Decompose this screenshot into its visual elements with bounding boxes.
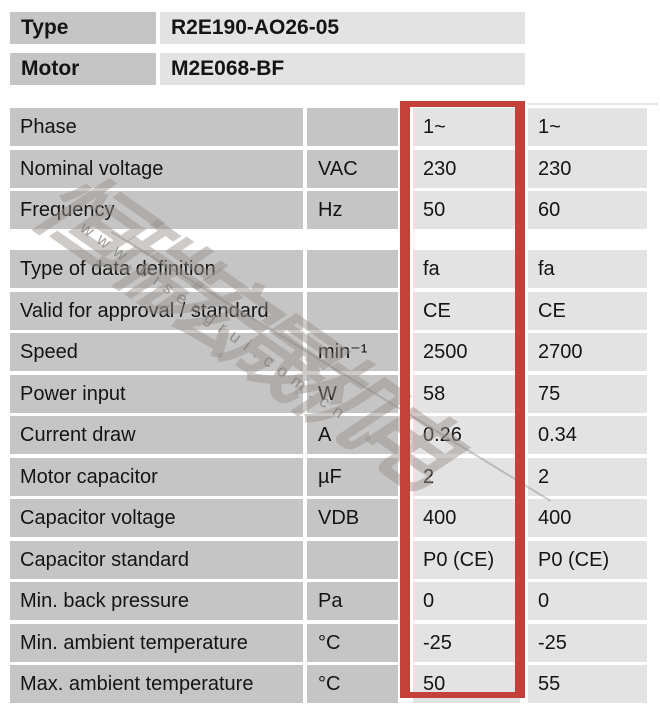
spec-table: Phase 1~ 1~ Nominal voltage VAC 230 230 … [10, 108, 647, 707]
spec-unit-cell: W [307, 374, 398, 413]
spec-label-cell: Capacitor standard [10, 540, 303, 579]
spec-label-cell: Capacitor voltage [10, 499, 303, 537]
spec-row-min-ambient-temp: Min. ambient temperature °C -25 -25 [10, 623, 647, 662]
spec-value-cell-50hz: 0 [413, 582, 520, 620]
spec-value-cell-50hz: 50 [413, 665, 520, 703]
spec-label-cell: Max. ambient temperature [10, 665, 303, 703]
spec-row-motor-capacitor: Motor capacitor µF 2 2 [10, 457, 647, 496]
spec-row-max-ambient-temp: Max. ambient temperature °C 50 55 [10, 665, 647, 703]
spec-label-cell: Frequency [10, 191, 303, 229]
spec-value-cell-60hz: P0 (CE) [528, 540, 647, 579]
motor-value: M2E068-BF [160, 53, 525, 85]
spec-label-cell: Valid for approval / standard [10, 291, 303, 330]
spec-label-cell: Current draw [10, 416, 303, 454]
spec-row-data-definition: Type of data definition fa fa [10, 250, 647, 288]
spec-value-cell-60hz: -25 [528, 623, 647, 662]
spec-row-approval-standard: Valid for approval / standard CE CE [10, 291, 647, 330]
spec-unit-cell: VAC [307, 149, 398, 188]
spec-value-cell-50hz: 230 [413, 149, 520, 188]
spec-value-cell-60hz: 2 [528, 457, 647, 496]
spec-value-cell-60hz: CE [528, 291, 647, 330]
spec-value-cell-50hz: 0.26 [413, 416, 520, 454]
spec-unit-cell [307, 250, 398, 288]
spec-value-cell-60hz: 230 [528, 149, 647, 188]
spec-value-cell-60hz: 2700 [528, 333, 647, 371]
spec-label-cell: Power input [10, 374, 303, 413]
spec-value-cell-50hz: 1~ [413, 108, 520, 146]
spec-label-cell: Min. back pressure [10, 582, 303, 620]
spec-value-cell-60hz: 75 [528, 374, 647, 413]
spec-value-cell-60hz: 0 [528, 582, 647, 620]
spec-row-speed: Speed min⁻¹ 2500 2700 [10, 333, 647, 371]
type-label: Type [10, 12, 156, 44]
header-row-motor: Motor M2E068-BF [10, 53, 525, 85]
spec-label-cell: Speed [10, 333, 303, 371]
spec-unit-cell: Pa [307, 582, 398, 620]
spec-row-capacitor-voltage: Capacitor voltage VDB 400 400 [10, 499, 647, 537]
spec-value-cell-50hz: 58 [413, 374, 520, 413]
spec-unit-cell [307, 291, 398, 330]
spec-label-cell: Type of data definition [10, 250, 303, 288]
header-row-type: Type R2E190-AO26-05 [10, 12, 525, 44]
spec-unit-cell: VDB [307, 499, 398, 537]
spec-unit-cell: °C [307, 623, 398, 662]
spec-unit-cell: min⁻¹ [307, 333, 398, 371]
spec-value-cell-60hz: 0.34 [528, 416, 647, 454]
spec-unit-cell: µF [307, 457, 398, 496]
spec-value-cell-50hz: 2500 [413, 333, 520, 371]
spec-label-cell: Min. ambient temperature [10, 623, 303, 662]
table-border-artifact [528, 103, 658, 105]
spec-row-phase: Phase 1~ 1~ [10, 108, 647, 146]
spec-value-cell-60hz: 60 [528, 191, 647, 229]
spec-row-current-draw: Current draw A 0.26 0.34 [10, 416, 647, 454]
spec-row-min-back-pressure: Min. back pressure Pa 0 0 [10, 582, 647, 620]
type-value: R2E190-AO26-05 [160, 12, 525, 44]
spec-unit-cell [307, 108, 398, 146]
spec-value-cell-50hz: -25 [413, 623, 520, 662]
spec-value-cell-50hz: CE [413, 291, 520, 330]
spec-value-cell-60hz: fa [528, 250, 647, 288]
spec-unit-cell: °C [307, 665, 398, 703]
spec-value-cell-50hz: P0 (CE) [413, 540, 520, 579]
spec-row-frequency: Frequency Hz 50 60 [10, 191, 647, 229]
spec-label-cell: Phase [10, 108, 303, 146]
spec-unit-cell: Hz [307, 191, 398, 229]
spec-row-capacitor-standard: Capacitor standard P0 (CE) P0 (CE) [10, 540, 647, 579]
spec-value-cell-50hz: fa [413, 250, 520, 288]
spec-value-cell-50hz: 50 [413, 191, 520, 229]
spec-row-power-input: Power input W 58 75 [10, 374, 647, 413]
spec-row-nominal-voltage: Nominal voltage VAC 230 230 [10, 149, 647, 188]
spec-value-cell-50hz: 2 [413, 457, 520, 496]
spec-unit-cell [307, 540, 398, 579]
spec-label-cell: Motor capacitor [10, 457, 303, 496]
spec-label-cell: Nominal voltage [10, 149, 303, 188]
motor-label: Motor [10, 53, 156, 85]
spec-value-cell-50hz: 400 [413, 499, 520, 537]
spec-value-cell-60hz: 1~ [528, 108, 647, 146]
spec-unit-cell: A [307, 416, 398, 454]
spec-value-cell-60hz: 55 [528, 665, 647, 703]
spec-value-cell-60hz: 400 [528, 499, 647, 537]
